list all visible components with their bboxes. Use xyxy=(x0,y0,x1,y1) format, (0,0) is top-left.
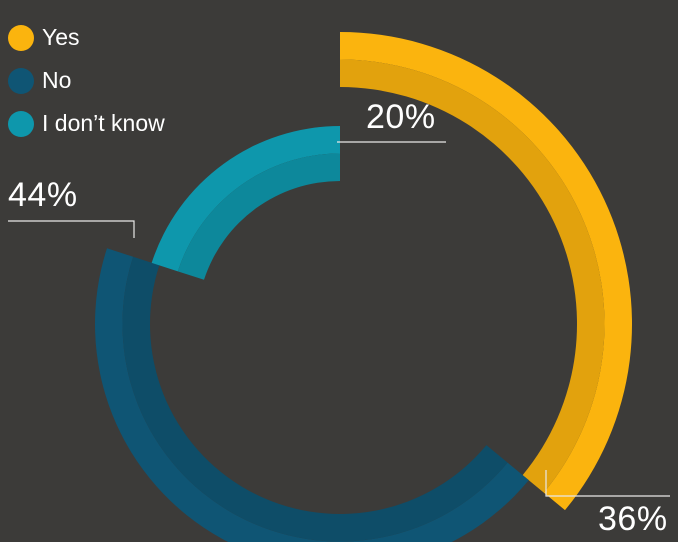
arc-inner-no xyxy=(122,256,508,542)
arc-inner-dont-know xyxy=(177,153,340,280)
legend-item-no: No xyxy=(8,59,165,102)
leader-line-no xyxy=(8,220,135,238)
legend-label-yes: Yes xyxy=(42,24,80,50)
legend-item-yes: Yes xyxy=(8,16,165,59)
legend-swatch-dont-know xyxy=(8,110,34,137)
leader-line-yes xyxy=(545,470,670,497)
value-label-dont-know: 20% xyxy=(366,98,436,136)
value-label-yes: 36% xyxy=(598,500,668,538)
arc-outer-dont-know xyxy=(151,126,340,272)
legend-item-dont-know: I don’t know xyxy=(8,102,165,145)
legend-label-dont-know: I don’t know xyxy=(42,110,165,136)
arc-outer-no xyxy=(95,248,529,542)
arc-outer-yes xyxy=(340,32,632,511)
legend-swatch-yes xyxy=(8,24,34,51)
legend-label-no: No xyxy=(42,67,72,93)
legend-swatch-no xyxy=(8,67,34,94)
arc-inner-yes xyxy=(340,59,605,493)
value-label-no: 44% xyxy=(8,176,78,214)
chart-legend: Yes No I don’t know xyxy=(8,16,165,145)
